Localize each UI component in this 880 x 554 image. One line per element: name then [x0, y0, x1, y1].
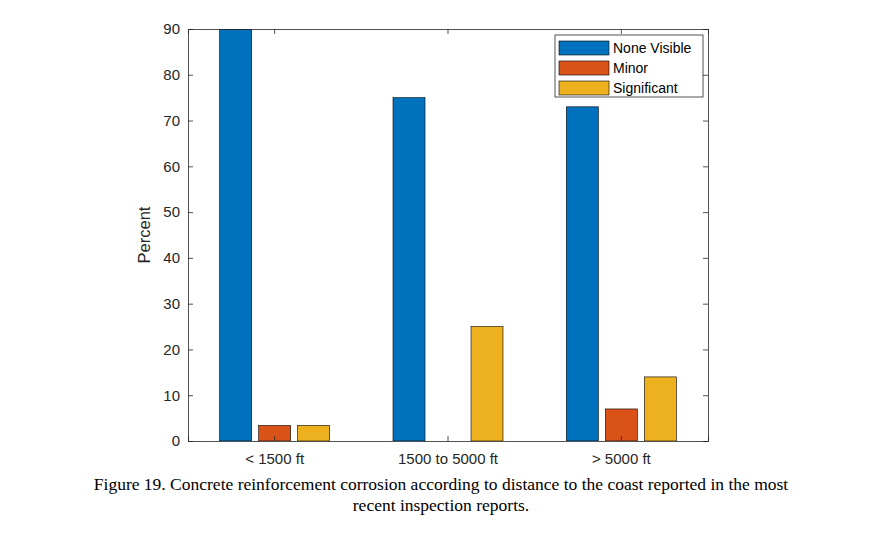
y-tick-label: 70	[163, 112, 180, 129]
y-tick-mark	[703, 212, 708, 213]
y-tick-label: 20	[163, 341, 180, 358]
y-tick: 50	[163, 203, 193, 220]
y-tick: 40	[163, 249, 193, 266]
x-tick-label: > 5000 ft	[592, 450, 652, 467]
y-tick: 0	[172, 432, 193, 449]
y-tick-label: 50	[163, 203, 180, 220]
y-tick: 70	[163, 112, 193, 129]
x-tick-mark	[274, 436, 275, 441]
x-tick-mark	[621, 436, 622, 441]
y-tick-mark	[188, 395, 193, 396]
x-tick-mark	[448, 29, 449, 34]
y-tick-mark	[703, 166, 708, 167]
y-tick	[703, 166, 708, 167]
x-tick	[621, 29, 622, 34]
legend-swatch	[559, 41, 609, 55]
y-tick: 30	[163, 295, 193, 312]
caption: Figure 19. Concrete reinforcement corros…	[80, 474, 802, 516]
bar	[605, 409, 637, 441]
x-tick	[448, 29, 449, 34]
y-tick-mark	[703, 304, 708, 305]
y-tick-mark	[188, 166, 193, 167]
y-tick-label: 30	[163, 295, 180, 312]
y-tick: 80	[163, 66, 193, 83]
y-tick-mark	[703, 349, 708, 350]
y-tick	[703, 304, 708, 305]
y-tick: 20	[163, 341, 193, 358]
y-tick-mark	[703, 258, 708, 259]
legend-box	[555, 35, 703, 97]
x-tick-mark	[621, 29, 622, 34]
y-tick	[703, 121, 708, 122]
bar	[471, 327, 503, 441]
legend-label: Minor	[613, 60, 648, 76]
x-tick-mark	[274, 29, 275, 34]
y-tick	[703, 258, 708, 259]
y-tick-mark	[703, 395, 708, 396]
x-tick: 1500 to 5000 ft	[398, 436, 499, 467]
bar	[298, 425, 330, 441]
y-tick-mark	[188, 121, 193, 122]
bar	[220, 29, 252, 441]
x-tick-label: 1500 to 5000 ft	[398, 450, 499, 467]
bars	[220, 29, 677, 441]
legend-swatch	[559, 61, 609, 75]
bar	[566, 107, 598, 441]
legend-swatch	[559, 81, 609, 95]
y-tick-mark	[188, 258, 193, 259]
x-tick-label: < 1500 ft	[245, 450, 305, 467]
y-axis-title: Percent	[135, 206, 153, 263]
axis-line	[189, 30, 194, 442]
x-axis: < 1500 ft 1500 to 5000 ft > 5000 ft	[189, 436, 709, 467]
x-tick	[274, 29, 275, 34]
y-tick	[703, 395, 708, 396]
y-tick-label: 40	[163, 249, 180, 266]
x-tick-mark	[448, 436, 449, 441]
y-tick-label: 90	[163, 20, 180, 37]
legend-label: None Visible	[613, 40, 692, 56]
y-tick	[703, 75, 708, 76]
x-tick: < 1500 ft	[245, 436, 305, 467]
legend: None Visible Minor Significant	[555, 35, 703, 97]
y-tick-mark	[188, 304, 193, 305]
x-axis-top	[189, 29, 709, 34]
y-tick-mark	[188, 349, 193, 350]
y-tick-mark	[703, 75, 708, 76]
y-tick-label: 10	[163, 387, 180, 404]
bar	[393, 98, 425, 441]
y-tick-mark	[188, 75, 193, 76]
y-tick	[703, 212, 708, 213]
y-tick-mark	[703, 121, 708, 122]
axis-line	[189, 30, 709, 35]
bar	[259, 425, 291, 441]
y-axis-right	[703, 30, 709, 442]
y-tick: 10	[163, 387, 193, 404]
y-tick-mark	[188, 212, 193, 213]
y-tick-label: 60	[163, 158, 180, 175]
chart: 0 10 20 30 40 50 60 70 80 90 < 1500 ft 1500 to 5000…	[0, 0, 880, 554]
axis-line	[189, 436, 709, 442]
y-tick-label: 0	[172, 432, 180, 449]
bar	[644, 377, 676, 441]
y-tick: 60	[163, 158, 193, 175]
y-tick: 90	[163, 20, 193, 37]
plot-area	[188, 29, 708, 441]
x-tick: > 5000 ft	[592, 436, 652, 467]
legend-label: Significant	[613, 80, 678, 96]
y-axis: 0 10 20 30 40 50 60 70 80 90	[163, 20, 193, 449]
y-tick	[703, 349, 708, 350]
axis-line	[703, 30, 709, 442]
y-tick-label: 80	[163, 66, 180, 83]
